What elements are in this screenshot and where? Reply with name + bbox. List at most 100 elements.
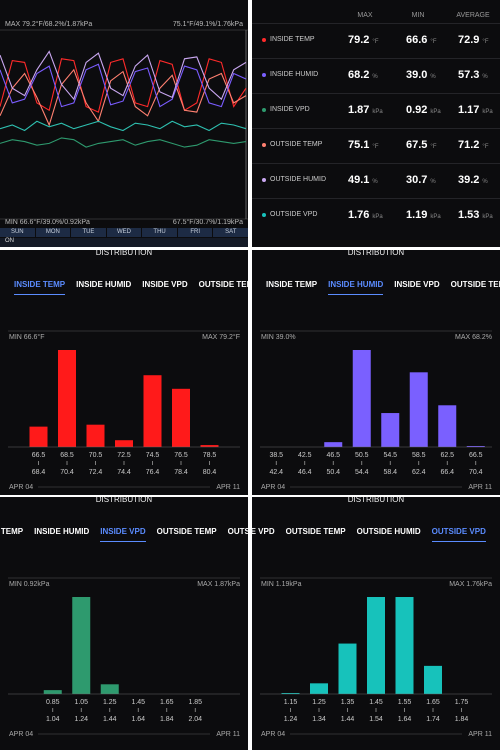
metric-name: INSIDE VPD — [270, 106, 310, 113]
bar — [324, 442, 343, 447]
bar — [172, 388, 190, 447]
tab[interactable]: INSIDE VPD — [100, 523, 146, 542]
start-date: APR 04 — [261, 731, 285, 738]
bar — [115, 440, 133, 447]
max-label: MAX 1.76kPa — [449, 581, 492, 588]
bin-start: 50.5 — [355, 452, 369, 459]
tab[interactable]: OUTSIDE TEMP — [285, 527, 346, 536]
metric-unit: % — [372, 179, 378, 185]
tab-strip: INSIDE TEMP INSIDE HUMID INSIDE VPD OUTSIDE… — [0, 523, 248, 545]
tab[interactable]: INSIDE HUMID — [76, 280, 132, 289]
bin-end: 80.4 — [203, 469, 217, 476]
metric-unit: % — [482, 179, 488, 185]
legend-dot — [262, 38, 266, 42]
bin-end: 1.64 — [398, 716, 412, 723]
bin-start: 68.5 — [60, 452, 74, 459]
tab[interactable]: OUTSIDE HUMID — [356, 527, 421, 536]
column-header: AVERAGE — [456, 12, 490, 19]
bin-end: 72.4 — [89, 469, 103, 476]
day-label: TUE — [71, 228, 106, 237]
tab[interactable]: INSIDE TEMP — [14, 276, 66, 295]
bar — [381, 413, 400, 447]
panel-title: DISTRIBUTION — [95, 250, 153, 257]
metric-value: 1.53 kPa — [458, 209, 493, 221]
series-line — [0, 63, 247, 108]
metric-value: 0.92 kPa — [406, 104, 441, 116]
tab[interactable]: INSIDE TEMP — [0, 527, 24, 536]
tab[interactable]: INSIDE VPD — [394, 280, 440, 289]
bin-start: 1.25 — [312, 699, 326, 706]
metric-unit: °F — [372, 144, 379, 150]
bin-start: 66.5 — [469, 452, 483, 459]
bin-end: 76.4 — [146, 469, 160, 476]
tab-strip: INSIDE TEMP INSIDE HUMID INSIDE VPD OUTSIDE… — [252, 276, 500, 298]
end-date: APR 11 — [216, 731, 240, 738]
metric-unit: % — [430, 179, 436, 185]
tab[interactable]: INSIDE HUMID — [34, 527, 90, 536]
toggle-label[interactable]: ON — [5, 238, 14, 244]
row-divider — [252, 58, 500, 59]
line-chart — [0, 29, 248, 220]
bin-end: 42.4 — [269, 469, 283, 476]
histogram: MIN 66.6°F MAX 79.2°F 66.5 68.4 68.5 70.4 70.5… — [8, 330, 240, 491]
tab[interactable]: OUTSIDE TEMP — [156, 527, 217, 536]
bin-start: 70.5 — [89, 452, 103, 459]
bar — [338, 643, 357, 694]
series-line — [0, 68, 247, 127]
bin-start: 72.5 — [117, 452, 131, 459]
tab[interactable]: INSIDE VPD — [142, 280, 188, 289]
day-row: SUN MON TUE WED THU FRI SAT — [0, 228, 248, 237]
series-line — [0, 120, 247, 132]
bin-start: 42.5 — [298, 452, 312, 459]
series-line — [0, 137, 247, 148]
bar — [466, 446, 485, 447]
tab[interactable]: INSIDE TEMP — [266, 280, 318, 289]
bar — [200, 445, 219, 447]
bin-end: 1.84 — [160, 716, 174, 723]
metric-unit: % — [482, 74, 488, 80]
min-label: 67.5°F/30.7%/1.19kPa — [172, 219, 243, 226]
metric-value: 68.2% — [348, 69, 378, 81]
bin-start: 1.05 — [74, 699, 88, 706]
panel-title: DISTRIBUTION — [347, 497, 405, 504]
row-divider — [252, 93, 500, 94]
metric-unit: °F — [482, 144, 489, 150]
bin-end: 46.4 — [298, 469, 312, 476]
metric-unit: °F — [430, 39, 437, 45]
bar — [143, 375, 162, 447]
bar — [438, 405, 457, 447]
bin-end: 66.4 — [440, 469, 454, 476]
metric-value: 39.0% — [406, 69, 436, 81]
metric-unit: kPa — [430, 214, 441, 220]
series-line — [0, 50, 247, 101]
tab[interactable]: OUTSIDE TEMP — [198, 280, 248, 289]
bin-start: 66.5 — [32, 452, 46, 459]
bar — [72, 597, 91, 694]
day-label: THU — [142, 228, 177, 237]
tab[interactable]: OUTSIDE VPD — [431, 523, 486, 542]
tab[interactable]: INSIDE HUMID — [328, 276, 384, 295]
end-date: APR 11 — [468, 731, 492, 738]
start-date: APR 04 — [9, 484, 33, 491]
metric-value: 30.7% — [406, 174, 436, 186]
metric-value: 49.1% — [348, 174, 378, 186]
bin-end: 62.4 — [412, 469, 426, 476]
legend-dot — [262, 143, 266, 147]
bin-start: 76.5 — [174, 452, 188, 459]
bin-end: 58.4 — [383, 469, 397, 476]
bin-start: 46.5 — [326, 452, 340, 459]
legend-dot — [262, 73, 266, 77]
tab[interactable]: INSIDE VPD — [252, 527, 275, 536]
bar — [409, 372, 428, 447]
tab[interactable]: OUTSIDE HUMID — [227, 527, 248, 536]
bin-start: 1.25 — [103, 699, 117, 706]
column-header: MAX — [357, 12, 373, 19]
bin-end: 1.44 — [341, 716, 355, 723]
row-divider — [252, 163, 500, 164]
tab[interactable]: OUTSIDE TEMP — [450, 280, 500, 289]
bin-end: 78.4 — [174, 469, 188, 476]
toggle-strip: ON — [0, 238, 248, 247]
metric-value: 57.3% — [458, 69, 488, 81]
